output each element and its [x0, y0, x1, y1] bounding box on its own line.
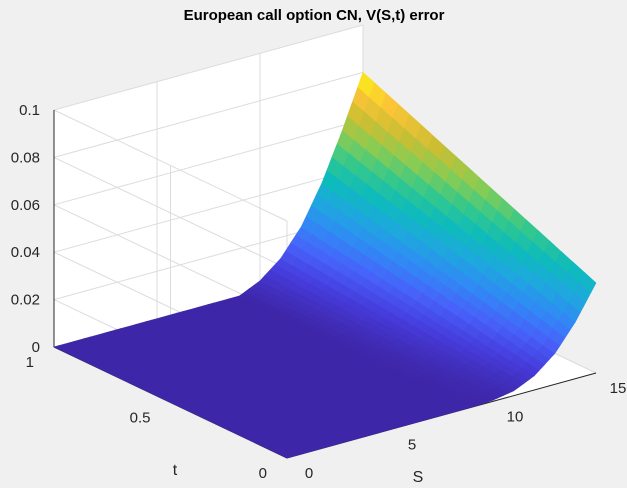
z-tick-label: 0.04 — [11, 244, 40, 261]
x-tick-label: 15 — [610, 380, 627, 397]
x-tick-label: 10 — [507, 408, 524, 425]
z-gridline — [53, 24, 364, 111]
tick-labels: 0 0.02 0.04 0.06 0.08 0.1 0 5 10 15 0 0.5 1 — [11, 102, 627, 482]
x-tick-label: 0 — [305, 465, 313, 482]
z-gridline — [53, 71, 364, 158]
y-axis-label: t — [173, 462, 178, 479]
z-tick-label: 0.02 — [11, 292, 40, 309]
chart-title: European call option CN, V(S,t) error — [184, 7, 445, 24]
x-tick-label: 5 — [408, 437, 416, 454]
z-tick-label: 0.08 — [11, 149, 40, 166]
x-axis-label: S — [413, 469, 424, 486]
y-tick-label: 0 — [259, 465, 267, 482]
y-tick-label: 1 — [26, 354, 34, 371]
surface-patch — [578, 271, 597, 294]
z-tick-label: 0 — [32, 339, 40, 356]
z-tick-label: 0.06 — [11, 197, 40, 214]
y-tick-label: 0.5 — [130, 410, 151, 427]
error-surface — [53, 71, 597, 459]
z-tick-label: 0.1 — [19, 102, 40, 119]
z-gridline — [53, 166, 364, 253]
z-gridline — [53, 119, 364, 206]
